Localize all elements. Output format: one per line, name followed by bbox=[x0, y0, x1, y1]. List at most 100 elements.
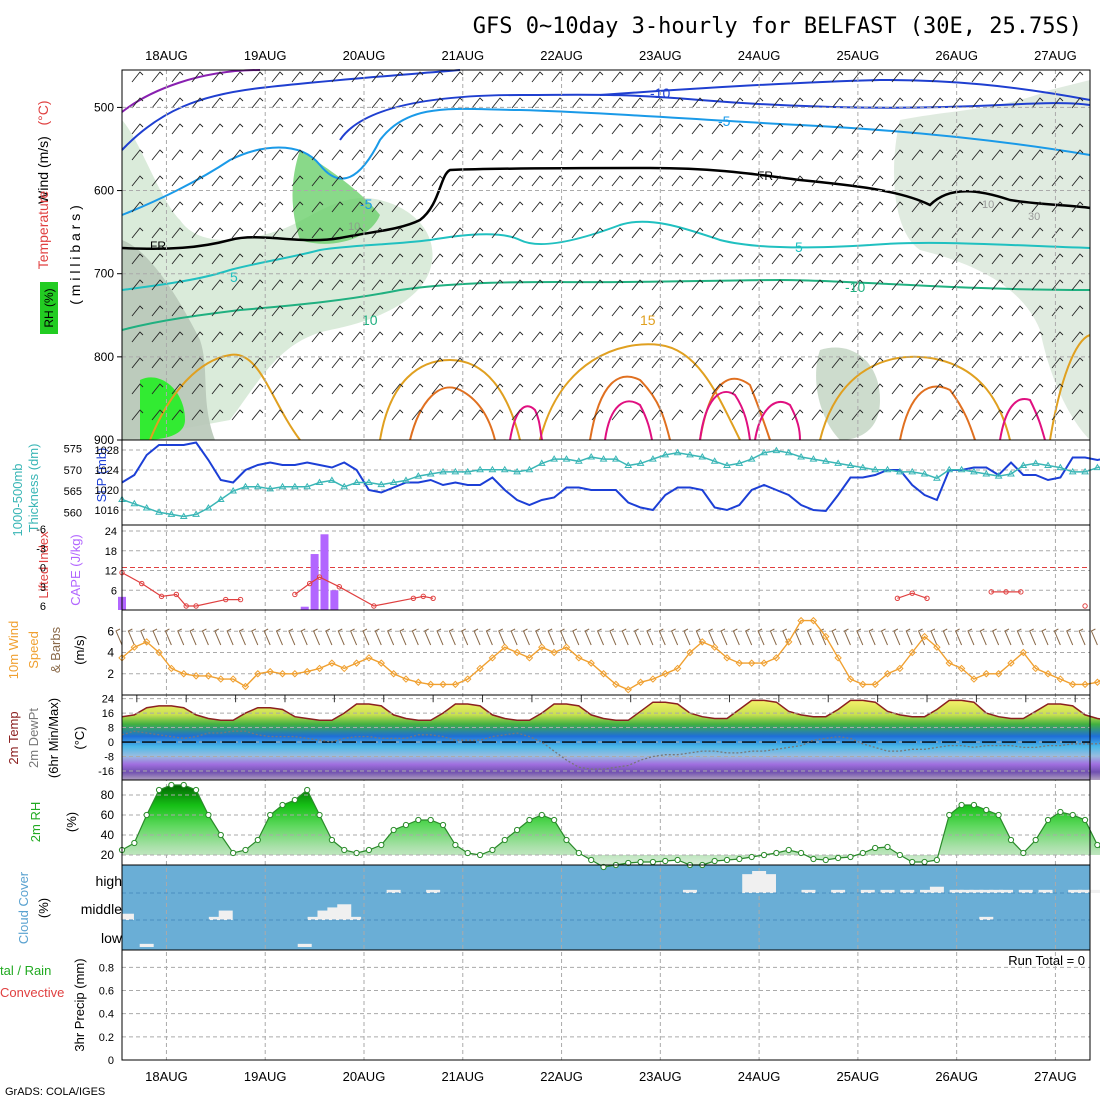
wind-barb bbox=[411, 227, 424, 239]
wind-barb bbox=[131, 305, 144, 317]
wind-barb bbox=[771, 331, 784, 343]
wind-barb bbox=[271, 71, 284, 83]
rh2m-point bbox=[1007, 836, 1015, 844]
wind-barb bbox=[511, 123, 524, 135]
cape-tick-label: 12 bbox=[105, 566, 117, 578]
li-point bbox=[237, 596, 244, 603]
wind-barb bbox=[371, 149, 384, 161]
wind-barb bbox=[951, 123, 964, 135]
wind-barb bbox=[331, 331, 344, 343]
wind-barb bbox=[771, 71, 784, 83]
wind-barb bbox=[871, 123, 884, 135]
precip-tick-label: 0.6 bbox=[99, 986, 114, 998]
wind-barb bbox=[891, 175, 904, 187]
wind-barb bbox=[791, 279, 804, 291]
wind-barb bbox=[291, 175, 304, 187]
wind-barb bbox=[391, 227, 404, 239]
wind-speed-line bbox=[121, 619, 1100, 691]
wind-barb bbox=[971, 305, 984, 317]
wind-barb bbox=[191, 175, 204, 187]
wind-barb-10m bbox=[683, 628, 691, 646]
wind-barb bbox=[371, 331, 384, 343]
cloud-axis-labels: Cloud Cover (%) bbox=[16, 871, 51, 944]
rh2m-point bbox=[452, 841, 459, 849]
wind-barb bbox=[251, 409, 264, 421]
wind-barb bbox=[1071, 149, 1084, 161]
cloud-bar-high bbox=[1087, 889, 1100, 893]
thickness-point bbox=[513, 467, 521, 475]
cape-tick-label: 24 bbox=[105, 526, 117, 538]
wind-barb bbox=[891, 149, 904, 161]
wind-barb bbox=[531, 97, 544, 109]
wind-barb bbox=[131, 253, 144, 265]
thickness-point bbox=[414, 472, 423, 479]
wind-barb bbox=[131, 331, 144, 343]
wind-barb bbox=[351, 383, 364, 395]
wind-barb bbox=[611, 253, 624, 265]
wind-barb bbox=[251, 227, 264, 239]
temp-line bbox=[121, 699, 1100, 722]
wind-barb bbox=[611, 123, 624, 135]
rh2m-point bbox=[390, 826, 397, 834]
wind-barb bbox=[491, 149, 504, 161]
wind-barb bbox=[571, 71, 584, 83]
wind-barb bbox=[591, 227, 604, 239]
wind-barb bbox=[771, 201, 784, 213]
cloud-bar-high bbox=[386, 889, 401, 893]
wind-speed-point bbox=[982, 670, 990, 678]
wind-barb bbox=[1051, 71, 1064, 83]
wind-barb bbox=[931, 149, 944, 161]
cloud-bar-high bbox=[969, 889, 984, 893]
wind-barb bbox=[1031, 305, 1044, 317]
wind-barbs-upper bbox=[131, 71, 1084, 421]
wind-barb bbox=[191, 71, 204, 83]
wind-barb bbox=[1011, 279, 1024, 291]
wind-barb bbox=[451, 175, 464, 187]
wind-barb bbox=[551, 409, 564, 421]
li-tick-label: 0 bbox=[40, 563, 46, 575]
wind-barb bbox=[1071, 201, 1084, 213]
wind-barb bbox=[931, 97, 944, 109]
wind-barb bbox=[1051, 227, 1064, 239]
wind-barb bbox=[931, 305, 944, 317]
wind-barb bbox=[791, 123, 804, 135]
wind-barb bbox=[631, 357, 644, 369]
wind-barb bbox=[971, 97, 984, 109]
wind-barb bbox=[1011, 331, 1024, 343]
thickness-point bbox=[1019, 461, 1028, 468]
wind-barb bbox=[451, 357, 464, 369]
wind-barb bbox=[471, 331, 484, 343]
credit-label: GrADS: COLA/IGES bbox=[5, 1086, 105, 1098]
thickness-point bbox=[809, 455, 818, 462]
wind-barb bbox=[571, 279, 584, 291]
wind-barb bbox=[391, 149, 404, 161]
thickness-point bbox=[834, 459, 843, 466]
wind-barb bbox=[1051, 175, 1064, 187]
wind-barb bbox=[751, 253, 764, 265]
wind-barb bbox=[691, 357, 704, 369]
wind-barb bbox=[871, 201, 884, 213]
wind-barb bbox=[1071, 253, 1084, 265]
wind-barb-10m bbox=[1041, 628, 1049, 646]
wind-barb bbox=[251, 305, 264, 317]
wind-barb bbox=[591, 253, 604, 265]
wind-speed-point bbox=[747, 659, 756, 667]
wind-barb bbox=[331, 357, 344, 369]
li-point bbox=[336, 584, 343, 590]
wind-barb bbox=[871, 71, 884, 83]
wind-barb bbox=[711, 201, 724, 213]
wind-speed-point bbox=[130, 643, 139, 651]
wind-barb bbox=[991, 331, 1004, 343]
wind-barb-10m bbox=[238, 628, 246, 646]
wind-barb bbox=[711, 253, 724, 265]
wind-barb bbox=[511, 71, 524, 83]
wind-barb bbox=[751, 409, 764, 421]
wind-barb bbox=[971, 279, 984, 291]
wind-barb bbox=[231, 409, 244, 421]
date-label-top: 22AUG bbox=[540, 48, 583, 63]
wind-barb bbox=[751, 123, 764, 135]
wind-barb bbox=[691, 253, 704, 265]
rh2m-point bbox=[909, 858, 916, 866]
wind-speed-point bbox=[291, 670, 299, 678]
wind-barb bbox=[471, 253, 484, 265]
